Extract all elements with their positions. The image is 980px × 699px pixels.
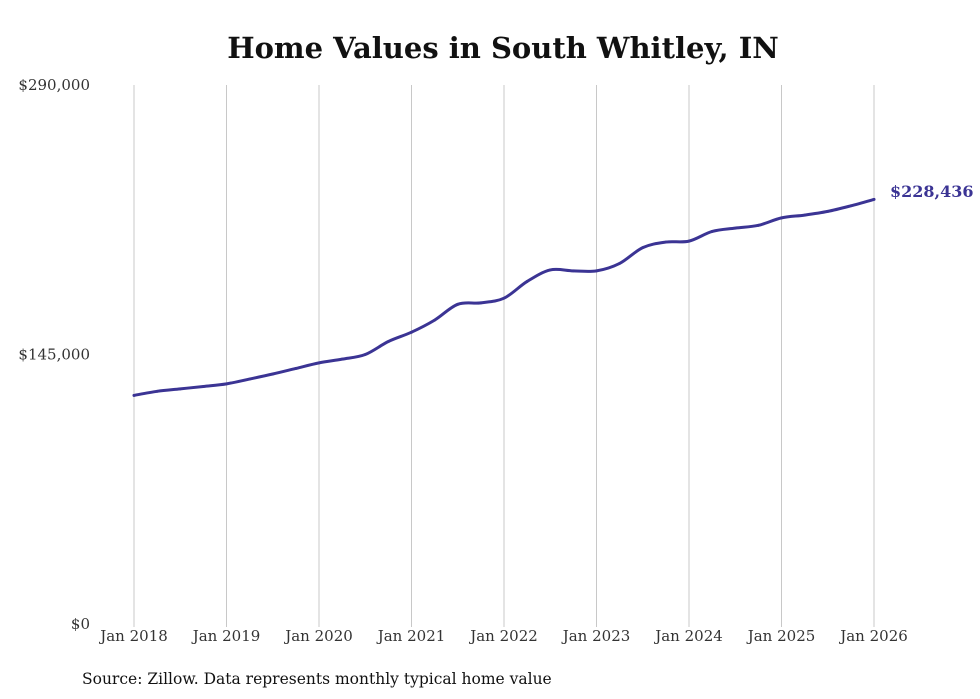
data-point: [479, 301, 483, 305]
data-point: [271, 372, 275, 376]
data-point: [248, 377, 252, 381]
y-axis: $0 $145,000 $290,000: [18, 76, 90, 633]
data-point: [502, 296, 506, 300]
data-point: [641, 246, 645, 250]
data-point: [710, 230, 714, 233]
source-note: Source: Zillow. Data represents monthly …: [82, 670, 552, 688]
data-point: [595, 269, 598, 273]
data-point: [548, 268, 552, 272]
y-tick-label: $0: [71, 615, 90, 633]
data-point: [803, 213, 807, 217]
data-point: [225, 382, 228, 386]
data-point: [178, 387, 182, 391]
x-axis: Jan 2018 Jan 2019 Jan 2020 Jan 2021 Jan 2022…: [98, 627, 908, 645]
data-point: [525, 280, 529, 283]
data-point: [780, 216, 783, 220]
data-point: [664, 240, 668, 244]
x-tick-label: Jan 2021: [376, 627, 446, 645]
data-point: [155, 389, 159, 393]
chart-title: Home Values in South Whitley, IN: [227, 31, 779, 65]
x-tick-label: Jan 2025: [746, 627, 816, 645]
data-point: [849, 204, 853, 208]
data-point: [433, 318, 437, 322]
x-tick-label: Jan 2023: [561, 627, 631, 645]
data-point: [618, 262, 622, 265]
series-layer: [132, 197, 876, 397]
data-point: [410, 330, 413, 334]
y-tick-label: $290,000: [18, 76, 90, 94]
data-point: [294, 367, 298, 370]
x-tick-label: Jan 2024: [653, 627, 723, 645]
data-point: [826, 209, 830, 213]
x-tick-label: Jan 2022: [468, 627, 538, 645]
gridlines: [133, 85, 875, 627]
data-point: [756, 223, 760, 227]
data-point: [872, 198, 876, 201]
data-point: [363, 353, 367, 356]
data-point: [733, 226, 737, 230]
data-point: [317, 361, 321, 365]
data-point: [687, 239, 691, 243]
x-tick-label: Jan 2019: [191, 627, 261, 645]
data-point: [456, 302, 460, 306]
data-point: [132, 393, 136, 397]
x-tick-label: Jan 2026: [838, 627, 908, 645]
data-point: [340, 357, 344, 361]
end-value-label: $228,436: [890, 182, 974, 201]
y-tick-label: $145,000: [18, 346, 90, 364]
x-tick-label: Jan 2018: [98, 627, 168, 645]
x-tick-label: Jan 2020: [283, 627, 353, 645]
data-point: [571, 269, 575, 273]
data-point: [386, 340, 390, 343]
data-point: [201, 385, 205, 388]
